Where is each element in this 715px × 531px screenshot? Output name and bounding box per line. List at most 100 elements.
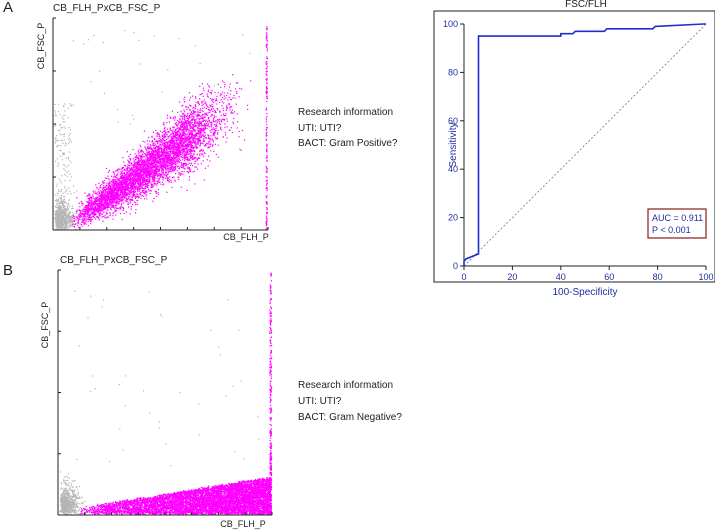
positive-event-dot xyxy=(127,189,129,191)
positive-event-dot xyxy=(154,168,157,170)
positive-event-dot xyxy=(143,170,145,172)
positive-event-dot xyxy=(72,215,74,217)
positive-event-dot xyxy=(158,181,160,183)
positive-event-dot xyxy=(161,181,163,183)
positive-event-dot xyxy=(133,183,135,185)
positive-event-dot xyxy=(133,166,135,168)
gray-event-dot xyxy=(64,217,66,219)
positive-event-dot xyxy=(230,99,232,101)
gray-event-dot xyxy=(69,213,71,215)
positive-event-dot xyxy=(230,112,232,114)
gray-event-dot xyxy=(69,217,71,219)
positive-event-dot xyxy=(144,164,146,166)
positive-event-dot xyxy=(163,150,166,152)
positive-event-dot xyxy=(226,126,228,128)
positive-event-dot xyxy=(138,186,140,188)
positive-event-dot xyxy=(142,168,144,170)
positive-event-dot xyxy=(192,141,194,143)
positive-event-dot xyxy=(166,179,168,182)
positive-event-dot xyxy=(164,155,166,157)
positive-event-dot xyxy=(172,155,175,157)
positive-event-dot xyxy=(214,109,216,112)
positive-event-dot xyxy=(126,200,128,202)
positive-event-dot xyxy=(204,132,206,134)
positive-event-dot xyxy=(125,188,127,190)
positive-event-dot xyxy=(132,176,134,178)
positive-event-dot xyxy=(98,190,100,192)
positive-event-dot xyxy=(178,135,180,137)
positive-event-dot xyxy=(185,149,187,151)
positive-event-dot xyxy=(247,108,249,111)
gray-event-dot xyxy=(62,115,64,117)
positive-event-dot xyxy=(182,125,184,127)
positive-event-dot xyxy=(95,209,98,211)
positive-event-dot xyxy=(138,176,140,178)
positive-event-dot xyxy=(168,155,170,157)
positive-event-dot xyxy=(139,160,141,162)
gray-event-dot xyxy=(60,155,62,157)
positive-event-dot xyxy=(138,183,140,185)
gray-event-dot xyxy=(60,227,63,229)
positive-event-dot xyxy=(150,173,152,175)
positive-event-dot xyxy=(238,136,240,138)
positive-event-dot xyxy=(188,124,190,126)
positive-event-dot xyxy=(150,145,152,147)
positive-event-dot xyxy=(223,98,225,100)
positive-event-dot xyxy=(187,117,189,119)
positive-event-dot xyxy=(177,160,179,163)
positive-event-dot xyxy=(125,175,127,177)
gray-event-dot xyxy=(64,145,66,147)
positive-event-dot xyxy=(177,124,179,126)
gray-event-dot xyxy=(59,227,61,229)
gray-event-dot xyxy=(66,218,68,220)
positive-event-dot xyxy=(132,178,134,180)
positive-event-dot xyxy=(193,115,195,118)
positive-event-dot xyxy=(222,109,225,112)
positive-event-dot xyxy=(100,205,102,207)
gray-event-dot xyxy=(58,178,60,180)
positive-event-dot xyxy=(92,205,94,207)
positive-event-dot xyxy=(183,160,186,162)
positive-event-dot xyxy=(83,217,85,219)
positive-event-dot xyxy=(174,151,176,153)
positive-event-dot xyxy=(175,173,177,175)
positive-event-dot xyxy=(182,104,184,106)
positive-event-dot xyxy=(182,151,185,153)
positive-event-dot xyxy=(196,111,199,113)
gray-event-dot xyxy=(61,222,64,224)
positive-event-dot xyxy=(226,107,228,109)
positive-event-dot xyxy=(173,117,175,120)
positive-event-dot xyxy=(79,210,82,212)
positive-event-dot xyxy=(124,189,126,191)
positive-event-dot xyxy=(172,135,175,137)
positive-event-dot xyxy=(185,121,188,123)
gray-event-dot xyxy=(68,216,70,219)
gray-event-dot xyxy=(64,191,66,193)
positive-event-dot xyxy=(119,187,121,189)
positive-event-dot xyxy=(155,172,158,174)
positive-event-dot xyxy=(184,143,186,146)
positive-event-dot xyxy=(143,184,146,186)
positive-event-dot xyxy=(123,193,125,195)
positive-event-dot xyxy=(195,111,197,113)
positive-event-dot xyxy=(114,176,116,178)
positive-event-dot xyxy=(230,127,232,129)
positive-event-dot xyxy=(126,198,128,200)
positive-event-dot xyxy=(149,169,151,171)
positive-event-dot xyxy=(169,139,171,141)
positive-event-dot xyxy=(163,143,165,145)
positive-event-dot xyxy=(89,194,91,196)
positive-event-dot xyxy=(157,141,159,144)
gray-event-dot xyxy=(56,215,58,217)
positive-event-dot xyxy=(179,159,181,162)
positive-event-dot xyxy=(150,152,152,154)
positive-event-dot xyxy=(177,143,179,145)
positive-event-dot xyxy=(101,210,103,212)
positive-event-dot xyxy=(117,187,119,190)
positive-event-dot xyxy=(75,216,77,218)
positive-event-dot xyxy=(108,187,110,189)
positive-event-dot xyxy=(194,114,196,116)
positive-event-dot xyxy=(156,145,158,148)
positive-event-dot xyxy=(193,135,195,137)
positive-event-dot xyxy=(85,204,87,207)
